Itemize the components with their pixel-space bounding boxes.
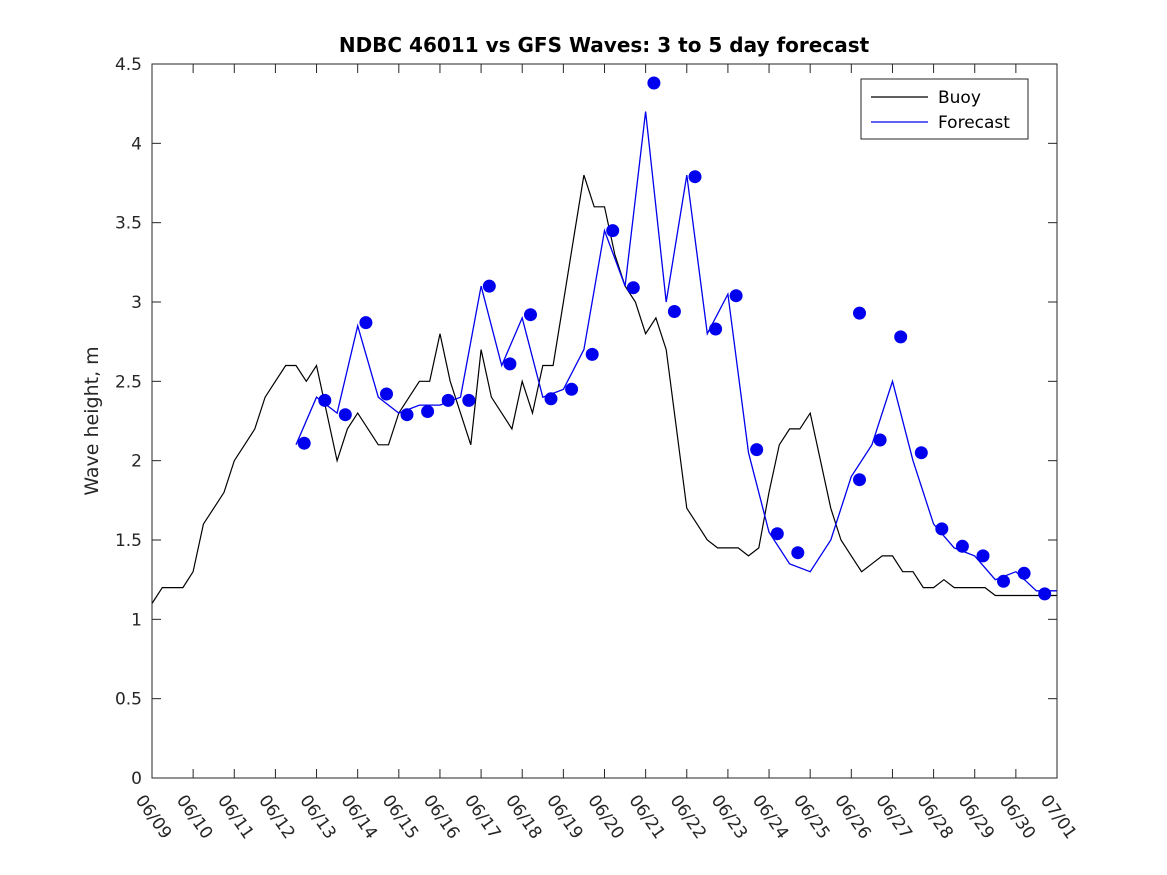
forecast-marker (750, 443, 764, 457)
y-tick-label: 1 (131, 610, 142, 630)
y-axis-label: Wave height, m (81, 346, 103, 495)
forecast-marker (647, 76, 661, 90)
legend-box (860, 78, 1029, 140)
forecast-marker (667, 305, 681, 318)
legend: Buoy Forecast (860, 78, 1029, 140)
forecast-marker (894, 330, 908, 344)
forecast-marker (318, 393, 332, 407)
plot-area (151, 64, 1057, 778)
forecast-marker (853, 306, 866, 320)
y-tick-label: 2.5 (115, 372, 142, 392)
y-tick-label: 0 (131, 769, 142, 789)
forecast-marker (955, 539, 969, 553)
forecast-marker (709, 322, 723, 336)
chart-title: NDBC 46011 vs GFS Waves: 3 to 5 day fore… (339, 33, 870, 57)
forecast-marker (873, 433, 887, 447)
forecast-marker (606, 224, 620, 238)
forecast-marker (524, 308, 537, 322)
forecast-marker (976, 549, 990, 563)
forecast-marker (297, 436, 311, 450)
y-tick-label: 4.5 (115, 55, 142, 75)
plot-background (152, 64, 1057, 778)
forecast-marker (503, 357, 517, 371)
forecast-marker (359, 316, 373, 330)
y-tick-label: 3 (131, 293, 142, 313)
forecast-marker (338, 408, 352, 422)
forecast-marker (380, 387, 393, 401)
forecast-marker (729, 289, 743, 303)
y-tick-label: 0.5 (115, 690, 142, 710)
y-tick-label: 3.5 (115, 214, 142, 234)
forecast-marker (1038, 587, 1052, 601)
legend-label-forecast: Forecast (938, 113, 1010, 133)
forecast-marker (626, 281, 640, 295)
forecast-marker (482, 279, 496, 293)
forecast-marker (441, 393, 455, 407)
forecast-marker (853, 473, 866, 487)
forecast-marker (914, 446, 928, 460)
forecast-marker (585, 347, 599, 361)
y-tick-label: 1.5 (115, 531, 142, 551)
forecast-marker (400, 408, 414, 422)
legend-label-buoy: Buoy (938, 88, 981, 108)
forecast-marker (935, 522, 949, 536)
series-line-buoy (151, 174, 1057, 604)
y-tick-label: 4 (131, 134, 142, 154)
forecast-marker (565, 382, 579, 396)
y-tick-label: 2 (131, 452, 142, 472)
forecast-marker (791, 546, 805, 560)
forecast-marker (462, 393, 476, 407)
forecast-marker (688, 170, 702, 184)
forecast-marker (770, 527, 784, 541)
forecast-marker (421, 405, 435, 418)
forecast-marker (1017, 566, 1031, 580)
forecast-marker (997, 574, 1010, 588)
forecast-marker (544, 392, 558, 406)
series-line-forecast (295, 111, 1057, 592)
